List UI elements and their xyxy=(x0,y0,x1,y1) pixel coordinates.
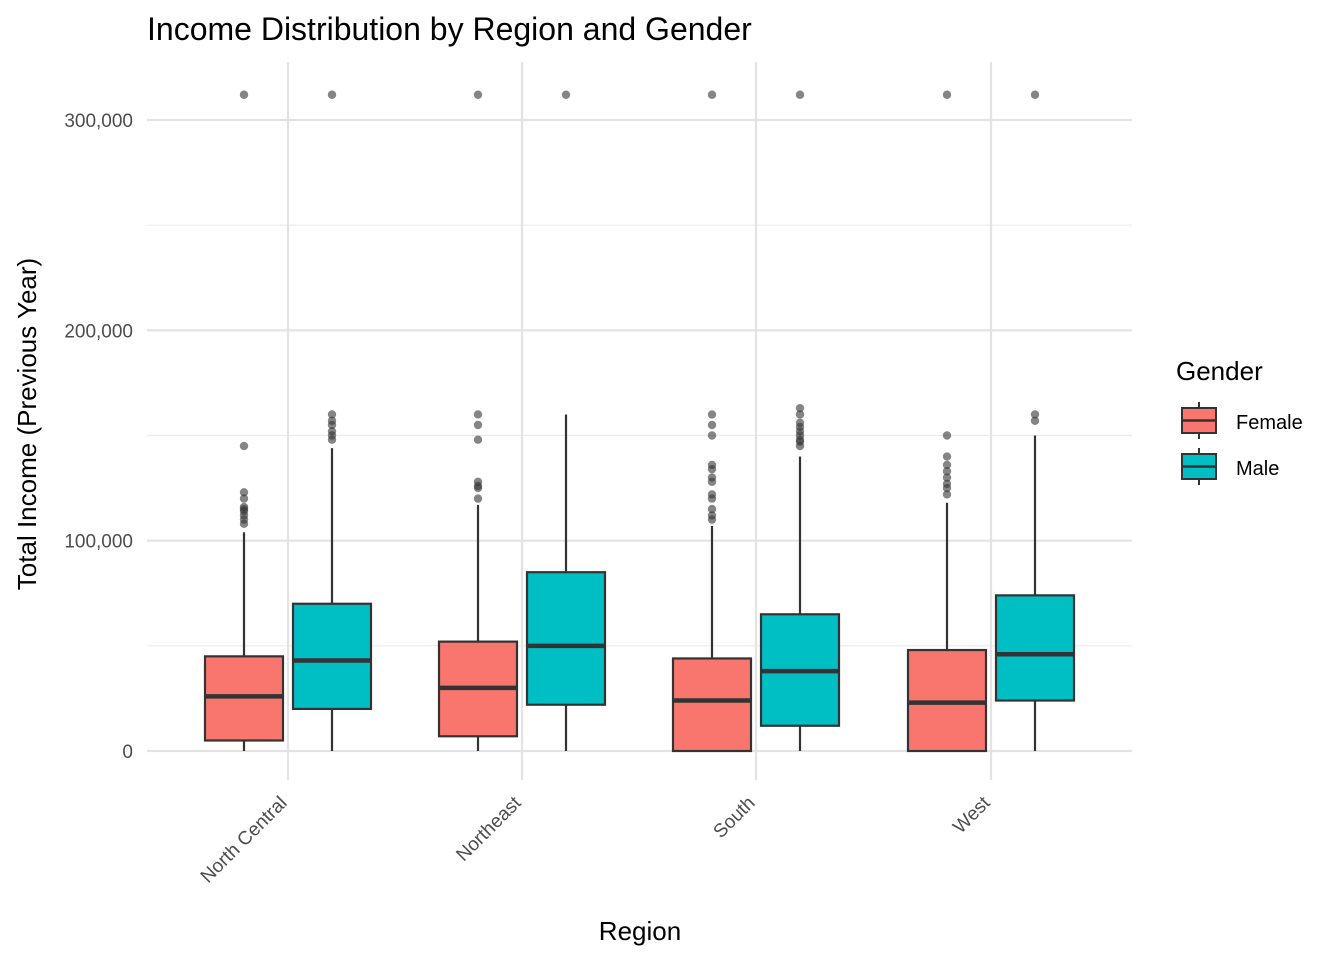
outlier-point xyxy=(473,410,483,419)
outlier-point xyxy=(707,460,717,470)
outlier-point xyxy=(327,416,337,425)
outlier-point xyxy=(561,90,571,99)
outlier-point xyxy=(707,473,717,482)
box-male-west xyxy=(994,90,1076,751)
outlier-point xyxy=(707,90,717,99)
x-tick-label: Northeast xyxy=(452,792,526,866)
box-body xyxy=(525,571,607,706)
outlier-point xyxy=(473,494,483,503)
box-female-west xyxy=(906,90,988,753)
outlier-point xyxy=(239,90,249,99)
y-tick-label: 0 xyxy=(122,742,133,763)
legend-key-male xyxy=(1181,448,1217,485)
plot-area xyxy=(203,90,1076,753)
outlier-point xyxy=(707,511,717,520)
outlier-point xyxy=(1030,416,1040,425)
box-male-south xyxy=(759,90,841,751)
grid-lines xyxy=(147,62,1132,780)
outlier-point xyxy=(942,90,952,99)
outlier-point xyxy=(795,418,805,428)
outlier-point xyxy=(239,488,249,497)
outlier-point xyxy=(239,441,249,451)
box-male-northeast xyxy=(525,90,607,751)
box-body xyxy=(291,602,373,711)
outlier-point xyxy=(239,494,249,503)
outlier-point xyxy=(239,502,249,512)
outlier-point xyxy=(707,410,717,419)
outlier-point xyxy=(1030,410,1040,419)
outlier-point xyxy=(795,90,805,99)
legend-title: Gender xyxy=(1176,356,1263,386)
outlier-point xyxy=(327,90,337,99)
x-tick-label: North Central xyxy=(197,793,292,888)
chart-title: Income Distribution by Region and Gender xyxy=(147,11,752,47)
outlier-point xyxy=(942,431,952,440)
x-tick-label: West xyxy=(949,792,995,838)
outlier-point xyxy=(942,467,952,476)
y-tick-label: 200,000 xyxy=(64,321,133,342)
outlier-point xyxy=(473,435,483,444)
legend: Gender Female Male xyxy=(1176,356,1303,485)
outlier-point xyxy=(473,90,483,99)
x-axis-title: Region xyxy=(599,916,681,946)
y-axis-title: Total Income (Previous Year) xyxy=(12,258,42,590)
axes: 0 100,000 200,000 300,000 North Central North… xyxy=(64,111,995,887)
outlier-point xyxy=(942,452,952,461)
x-tick-label: South xyxy=(710,793,760,843)
outlier-point xyxy=(473,420,483,430)
legend-key-female xyxy=(1181,402,1217,439)
outlier-point xyxy=(942,490,952,499)
box-female-north-central xyxy=(203,90,285,751)
outlier-point xyxy=(473,477,483,486)
outlier-point xyxy=(707,504,717,514)
outlier-point xyxy=(707,420,717,430)
outlier-point xyxy=(707,431,717,440)
box-body xyxy=(671,657,753,753)
outlier-point xyxy=(707,490,717,499)
outlier-point xyxy=(942,460,952,470)
y-tick-label: 100,000 xyxy=(64,532,133,553)
outlier-point xyxy=(795,403,805,413)
outlier-point xyxy=(327,410,337,419)
outlier-point xyxy=(942,479,952,489)
box-female-northeast xyxy=(437,90,519,751)
outlier-point xyxy=(795,410,805,419)
outlier-point xyxy=(327,427,337,436)
box-female-south xyxy=(671,90,753,753)
outlier-point xyxy=(1030,90,1040,99)
box-male-north-central xyxy=(291,90,373,751)
outlier-point xyxy=(942,473,952,482)
box-body xyxy=(994,594,1076,702)
y-tick-label: 300,000 xyxy=(64,111,133,132)
legend-label: Male xyxy=(1236,458,1279,480)
legend-label: Female xyxy=(1236,412,1303,434)
